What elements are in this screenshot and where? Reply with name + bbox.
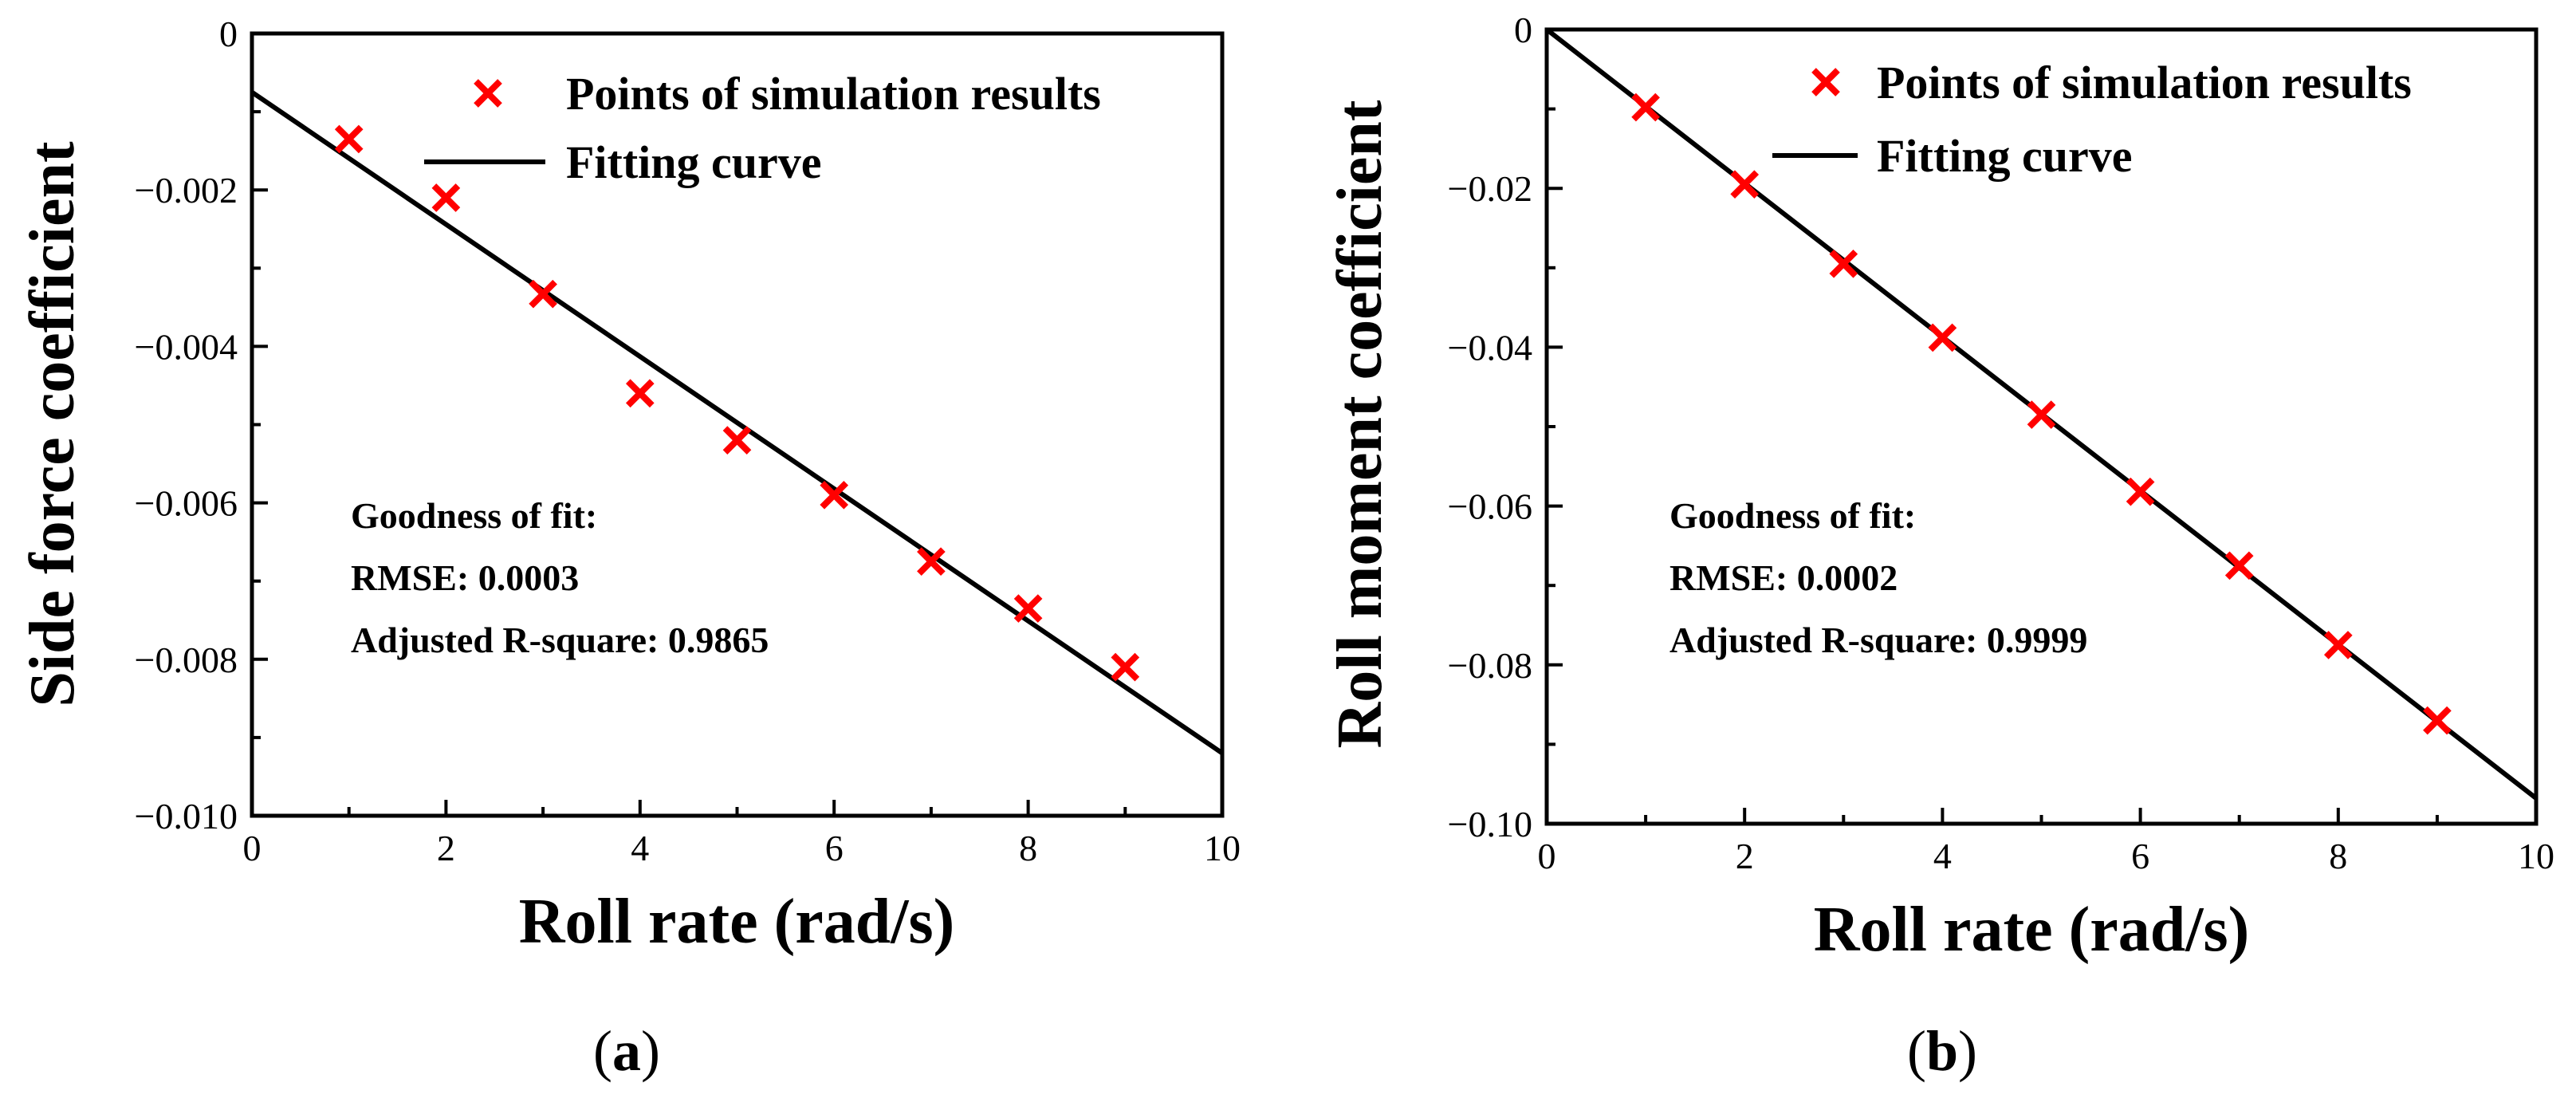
data-point-marker	[1013, 594, 1043, 623]
chart-panel-b: 0 2 4 6 8 10 0 −0.02 −0.04 −0.06 −0.08 −0.10 Points …	[1325, 10, 2554, 1083]
data-point-stroke	[1928, 323, 1957, 352]
data-point-marker	[2027, 400, 2056, 429]
data-point-stroke	[1631, 92, 1660, 122]
fit-annotation-line: Adjusted R-square: 0.9999	[1669, 620, 2087, 660]
legend-marker-stroke	[1811, 68, 1840, 96]
y-tick-label: −0.04	[1448, 327, 1532, 368]
data-point-marker	[529, 279, 557, 309]
data-point-stroke	[2224, 551, 2254, 581]
fit-annotation-line: Adjusted R-square: 0.9865	[351, 620, 769, 660]
data-point-marker	[625, 379, 655, 408]
y-tick-label: −0.02	[1448, 168, 1532, 209]
legend-label-fit: Fitting curve	[1877, 130, 2133, 182]
y-axis-title: Side force coefficient	[18, 141, 88, 707]
data-point-marker	[1829, 249, 1858, 278]
y-tick-label: 0	[219, 14, 238, 54]
y-tick-label: −0.004	[135, 326, 238, 367]
y-tick-label: −0.006	[135, 483, 238, 524]
data-point-marker	[2126, 477, 2155, 506]
legend-label-points: Points of simulation results	[1877, 57, 2412, 108]
data-point-stroke	[529, 279, 557, 309]
fit-annotation-line: Goodness of fit:	[351, 495, 597, 536]
fitting-curve-line	[252, 90, 1222, 755]
data-point-marker	[722, 426, 752, 455]
y-axis-title: Roll moment coefficient	[1325, 100, 1395, 748]
panel-label-close: )	[1958, 1019, 1977, 1083]
x-tick-label: 2	[437, 828, 455, 868]
data-point-stroke	[2027, 400, 2056, 429]
data-point-stroke	[820, 480, 849, 510]
x-tick-label: 0	[243, 828, 262, 868]
chart-panel-a: 0 2 4 6 8 10 0 −0.002 −0.004 −0.006 −0.008 −0.010 Po…	[18, 14, 1241, 1083]
legend-label-points: Points of simulation results	[566, 68, 1101, 120]
legend-marker-icon	[1811, 68, 1840, 96]
x-tick-label: 4	[1933, 836, 1952, 876]
data-point-marker	[1928, 323, 1957, 352]
data-point-stroke	[431, 183, 461, 212]
x-tick-label: 10	[1204, 828, 1241, 868]
data-point-marker	[431, 183, 461, 212]
data-point-stroke	[1013, 594, 1043, 623]
legend-label-fit: Fitting curve	[566, 136, 822, 188]
x-tick-label: 2	[1736, 836, 1754, 876]
panel-label: (b)	[1907, 1019, 1977, 1083]
data-point-marker	[1730, 170, 1760, 199]
x-axis-title: Roll rate (rad/s)	[1814, 895, 2250, 965]
fit-annotation-line: Goodness of fit:	[1669, 495, 1916, 536]
panel-label-close: )	[641, 1019, 660, 1083]
data-point-marker	[2423, 706, 2452, 735]
x-tick-label: 6	[825, 828, 844, 868]
panel-label-letter: b	[1926, 1019, 1958, 1083]
x-tick-label: 0	[1538, 836, 1556, 876]
x-tick-label: 8	[1019, 828, 1037, 868]
data-point-stroke	[917, 547, 946, 577]
y-tick-label: −0.10	[1448, 804, 1532, 844]
x-tick-label: 8	[2329, 836, 2347, 876]
legend-marker-icon	[474, 79, 502, 108]
x-tick-label: 10	[2518, 836, 2554, 876]
data-point-marker	[1111, 652, 1140, 682]
data-point-stroke	[625, 379, 655, 408]
panel-label: (a)	[593, 1019, 660, 1083]
data-point-stroke	[722, 426, 752, 455]
data-point-marker	[2323, 631, 2353, 659]
data-point-stroke	[1829, 249, 1858, 278]
panel-label-letter: a	[612, 1019, 641, 1083]
y-tick-label: 0	[1514, 10, 1532, 50]
plot-frame	[250, 31, 1225, 818]
data-point-stroke	[2126, 477, 2155, 506]
panel-label-open: (	[593, 1019, 612, 1083]
y-tick-label: −0.002	[135, 170, 238, 211]
data-point-stroke	[1730, 170, 1760, 199]
panel-label-open: (	[1907, 1019, 1926, 1083]
data-point-stroke	[2423, 706, 2452, 735]
legend-marker-stroke	[474, 79, 502, 108]
fit-annotation-line: RMSE: 0.0003	[351, 557, 579, 598]
data-point-stroke	[334, 124, 364, 154]
data-point-marker	[2224, 551, 2254, 581]
y-tick-label: −0.06	[1448, 486, 1532, 527]
data-point-stroke	[1111, 652, 1140, 682]
y-tick-label: −0.010	[135, 796, 238, 836]
x-axis-title: Roll rate (rad/s)	[519, 887, 955, 957]
y-tick-label: −0.008	[135, 640, 238, 680]
data-point-marker	[334, 124, 364, 154]
fit-annotation-line: RMSE: 0.0002	[1669, 557, 1898, 598]
data-point-marker	[1631, 92, 1660, 122]
data-point-marker	[917, 547, 946, 577]
y-tick-label: −0.08	[1448, 645, 1532, 686]
x-tick-label: 6	[2131, 836, 2149, 876]
x-tick-label: 4	[631, 828, 649, 868]
data-point-marker	[820, 480, 849, 510]
plot-frame	[1544, 27, 2539, 826]
data-point-stroke	[2323, 631, 2353, 659]
